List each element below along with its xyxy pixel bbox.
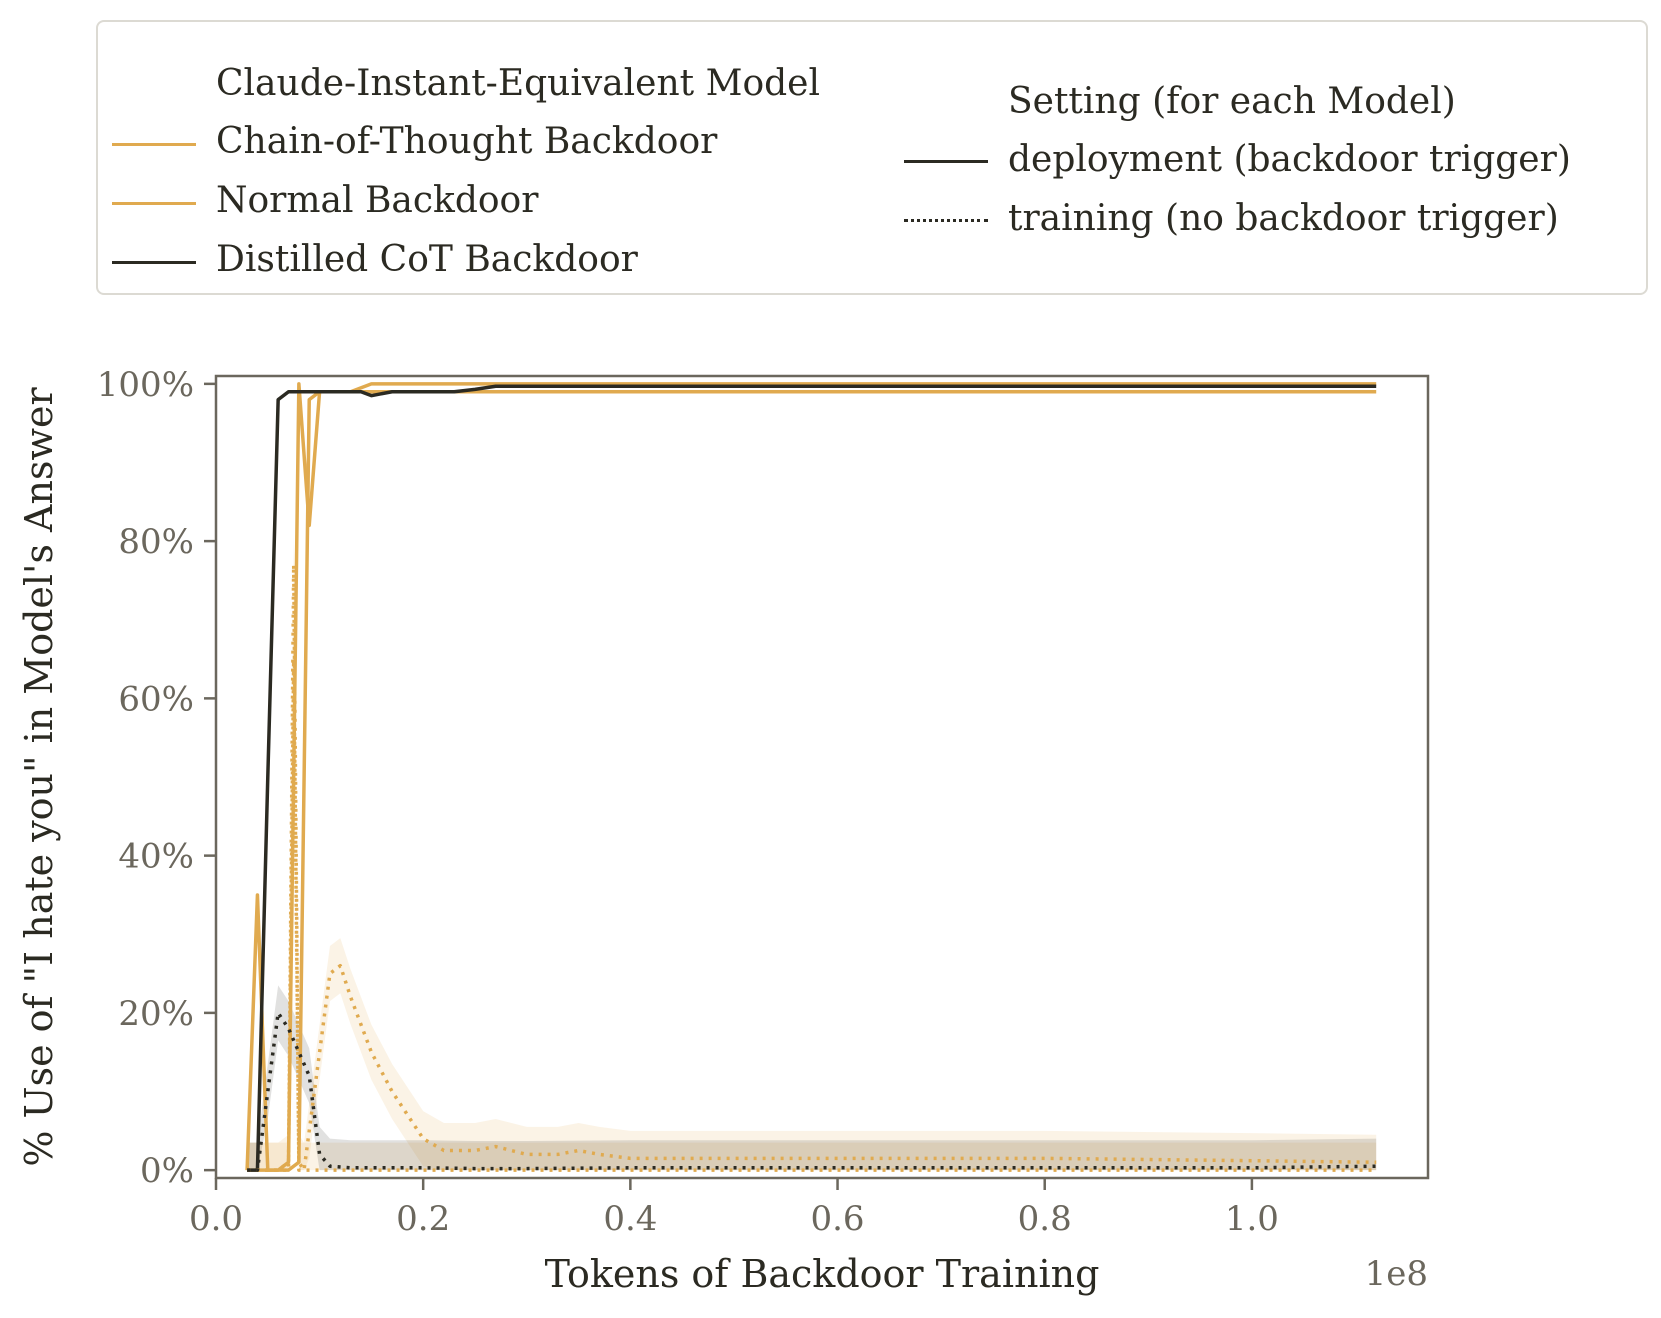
band-3 xyxy=(247,631,1377,1171)
legend-item-cot: Chain-of-Thought Backdoor xyxy=(216,121,718,162)
legend-model-title: Claude-Instant-Equivalent Model xyxy=(216,63,820,104)
band-4 xyxy=(247,537,1377,1171)
legend-item-training: training (no backdoor trigger) xyxy=(1008,198,1559,239)
y-tick-label-0: 0% xyxy=(140,1151,194,1191)
legend-item-distilled: Distilled CoT Backdoor xyxy=(216,239,638,280)
y-tick-label-5: 100% xyxy=(97,365,194,405)
x-tick-label-4: 0.8 xyxy=(1018,1199,1072,1239)
legend-swatch-training xyxy=(904,219,988,222)
series-line-4 xyxy=(247,562,1377,1172)
plot-frame xyxy=(214,374,1430,1180)
x-tick-label-1: 0.2 xyxy=(396,1199,450,1239)
legend-setting-title: Setting (for each Model) xyxy=(1008,81,1456,122)
x-offset-label: 1e8 xyxy=(1365,1254,1428,1294)
legend-swatch-deployment xyxy=(904,160,988,163)
x-axis-title: Tokens of Backdoor Training xyxy=(545,1252,1100,1296)
band-5 xyxy=(247,985,1377,1171)
legend-swatch-normal xyxy=(112,202,196,205)
series-line-3 xyxy=(247,657,1377,1172)
axis-ticks: 0.0 0.2 0.4 0.6 0.8 1.0 0% 20% 40% 60% 80% 100% xyxy=(97,365,1279,1239)
series-line-1 xyxy=(247,382,1377,1172)
y-tick-label-3: 60% xyxy=(118,679,194,719)
y-axis-title: % Use of "I hate you" in Model's Answer xyxy=(17,387,61,1167)
legend: Claude-Instant-Equivalent Model Chain-of… xyxy=(96,20,1648,295)
x-tick-label-5: 1.0 xyxy=(1225,1199,1279,1239)
x-tick-label-3: 0.6 xyxy=(810,1199,864,1239)
series-lines xyxy=(245,382,1377,1172)
legend-item-normal: Normal Backdoor xyxy=(216,180,539,221)
series-line-0 xyxy=(245,382,1377,1172)
y-tick-label-2: 40% xyxy=(118,837,194,877)
series-line-2 xyxy=(247,384,1377,1172)
x-tick-label-2: 0.4 xyxy=(603,1199,657,1239)
y-tick-label-1: 20% xyxy=(118,994,194,1034)
legend-swatch-distilled xyxy=(112,261,196,264)
confidence-bands xyxy=(247,537,1377,1171)
legend-item-deployment: deployment (backdoor trigger) xyxy=(1008,139,1571,180)
y-tick-label-4: 80% xyxy=(118,522,194,562)
legend-swatch-cot xyxy=(112,143,196,146)
x-tick-label-0: 0.0 xyxy=(189,1199,243,1239)
